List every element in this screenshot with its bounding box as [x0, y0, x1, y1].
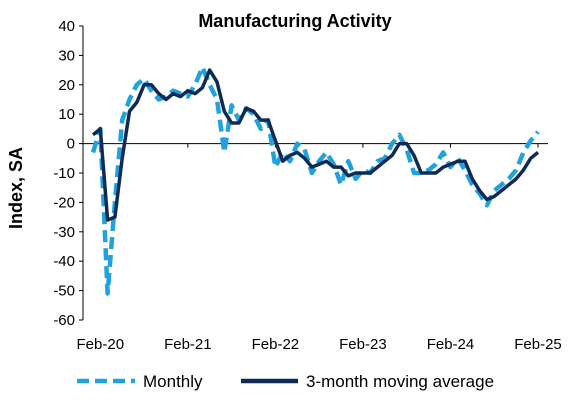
y-axis-label: Index, SA [6, 147, 26, 229]
series-layer [90, 64, 540, 296]
y-tick-label: -10 [53, 165, 75, 182]
x-tick-label: Feb-23 [339, 336, 387, 353]
y-tick-label: -50 [53, 283, 75, 300]
legend-label-monthly: Monthly [143, 372, 203, 391]
y-tick-label: -20 [53, 194, 75, 211]
x-tick-label: Feb-25 [514, 336, 562, 353]
x-tick-label: Feb-24 [427, 336, 475, 353]
y-tick-label: -40 [53, 253, 75, 270]
y-tick-label: 30 [58, 47, 75, 64]
series-line-moving-average [91, 68, 540, 222]
y-tick-label: 0 [67, 136, 75, 153]
legend-label-moving-average: 3-month moving average [306, 372, 494, 391]
x-tick-label: Feb-22 [252, 336, 300, 353]
legend: Monthly 3-month moving average [77, 372, 494, 391]
y-tick-label: -60 [53, 312, 75, 329]
x-tick-label: Feb-21 [164, 336, 212, 353]
series-line-monthly [90, 64, 540, 296]
y-tick-label: 10 [58, 106, 75, 123]
y-tick-label: -30 [53, 224, 75, 241]
y-tick-label: 40 [58, 18, 75, 35]
chart-title: Manufacturing Activity [198, 11, 391, 31]
x-tick-label: Feb-20 [77, 336, 125, 353]
y-tick-label: 20 [58, 77, 75, 94]
